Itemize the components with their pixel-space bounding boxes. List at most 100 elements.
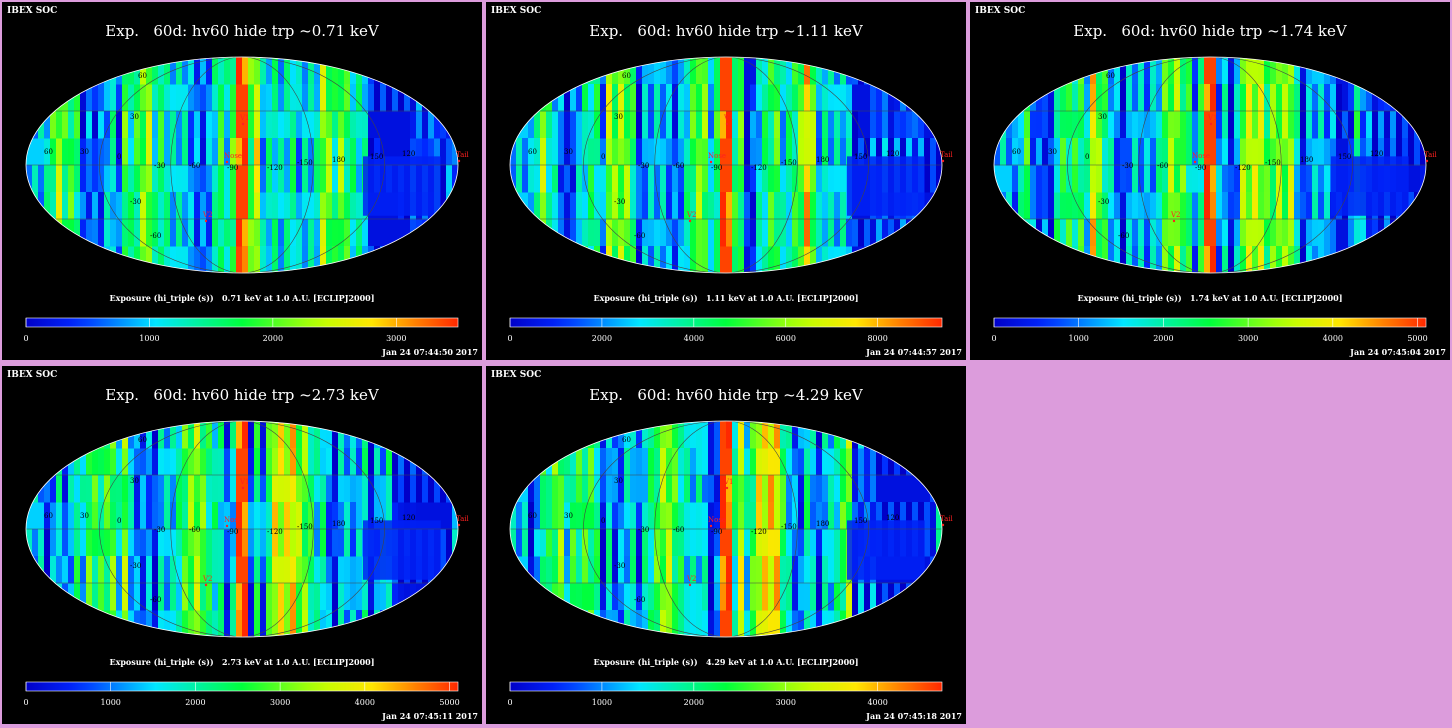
heatmap-cell [350, 246, 357, 273]
heatmap-cell [218, 219, 225, 247]
heatmap-cell [906, 138, 913, 166]
heatmap-cell [516, 502, 523, 530]
heatmap-cell [606, 556, 613, 584]
heatmap-cell [1246, 192, 1253, 220]
heatmap-cell [332, 84, 339, 112]
heatmap-cell [732, 421, 739, 449]
heatmap-cell [1216, 192, 1223, 220]
heatmap-cell [564, 529, 571, 557]
heatmap-cell [816, 219, 823, 247]
heatmap-cell [1102, 165, 1109, 193]
colorbar-tick-label: 2000 [263, 334, 283, 343]
heatmap-cell [1234, 246, 1241, 273]
heatmap-cell [864, 583, 871, 611]
heatmap-cell [1078, 57, 1085, 85]
heatmap-cell [398, 610, 405, 637]
longitude-label: -30 [638, 162, 649, 170]
heatmap-cell [26, 246, 33, 273]
heatmap-cell [332, 529, 339, 557]
heatmap-cell [302, 84, 309, 112]
heatmap-cell [780, 192, 787, 220]
heatmap-cell [522, 219, 529, 247]
heatmap-cell [750, 475, 757, 503]
heatmap-cell [666, 111, 673, 139]
heatmap-cell [924, 84, 931, 112]
heatmap-cell [876, 57, 883, 85]
heatmap-cell [296, 165, 303, 193]
heatmap-cell [368, 138, 375, 166]
heatmap-cell [888, 448, 895, 476]
heatmap-cell [540, 138, 547, 166]
heatmap-cell [618, 192, 625, 220]
heatmap-cell [552, 246, 559, 273]
heatmap-cell [146, 138, 153, 166]
heatmap-cell [62, 111, 69, 139]
heatmap-cell [618, 556, 625, 584]
heatmap-cell [594, 448, 601, 476]
heatmap-cell [332, 165, 339, 193]
heatmap-cell [338, 583, 345, 611]
longitude-label: 150 [1338, 153, 1351, 161]
heatmap-cell [1108, 165, 1115, 193]
heatmap-cell [828, 583, 835, 611]
heatmap-cell [1156, 84, 1163, 112]
heatmap-cell [1084, 219, 1091, 247]
heatmap-cell [1090, 165, 1097, 193]
heatmap-cell [284, 219, 291, 247]
colorbar: 0 2000 4000 6000 8000 [507, 317, 943, 343]
heatmap-cell [302, 583, 309, 611]
heatmap-cell [798, 111, 805, 139]
heatmap-cell [404, 246, 411, 273]
heatmap-cell [774, 138, 781, 166]
heatmap-cell [38, 448, 45, 476]
heatmap-cell [260, 421, 267, 449]
heatmap-cell [630, 610, 637, 637]
heatmap-cell [1204, 192, 1211, 220]
heatmap-cell [1084, 84, 1091, 112]
heatmap-cell [1264, 246, 1271, 273]
longitude-label: 60 [1012, 148, 1021, 156]
heatmap-cell [1240, 165, 1247, 193]
heatmap-cell [380, 448, 387, 476]
heatmap-cell [546, 165, 553, 193]
heatmap-cell [122, 111, 129, 139]
heatmap-cell [630, 111, 637, 139]
heatmap-cell [224, 111, 231, 139]
heatmap-cell [762, 192, 769, 220]
heatmap-cell [182, 192, 189, 220]
heatmap-cell [1360, 138, 1367, 166]
heatmap-cell [900, 84, 907, 112]
longitude-label: -30 [638, 526, 649, 534]
heatmap-cell [1288, 192, 1295, 220]
heatmap-cell [302, 448, 309, 476]
heatmap-cell [1066, 165, 1073, 193]
heatmap-cell [510, 448, 517, 476]
heatmap-cell [80, 84, 87, 112]
heatmap-cell [152, 421, 159, 449]
colorbar-gradient [993, 317, 1427, 328]
heatmap-cell [416, 448, 423, 476]
heatmap-cell [684, 84, 691, 112]
heatmap-cell [356, 529, 363, 557]
heatmap-cell [1252, 111, 1259, 139]
heatmap-cell [122, 556, 129, 584]
heatmap-cell [62, 165, 69, 193]
heatmap-cell [852, 111, 859, 139]
heatmap-cell [1120, 138, 1127, 166]
heatmap-cell [1108, 138, 1115, 166]
heatmap-cell [1102, 138, 1109, 166]
heatmap-cell [182, 421, 189, 449]
marker-label: Nose [708, 516, 726, 524]
longitude-label: -30 [154, 526, 165, 534]
heatmap-cell [68, 165, 75, 193]
heatmap-cell [194, 219, 201, 247]
heatmap-cell [356, 57, 363, 85]
heatmap-cell [1240, 111, 1247, 139]
heatmap-cell [1294, 111, 1301, 139]
heatmap-cell [296, 138, 303, 166]
heatmap-cell [516, 246, 523, 273]
heatmap-cell [624, 448, 631, 476]
heatmap-cell [266, 610, 273, 637]
heatmap-cell [600, 165, 607, 193]
heatmap-cell [534, 219, 541, 247]
